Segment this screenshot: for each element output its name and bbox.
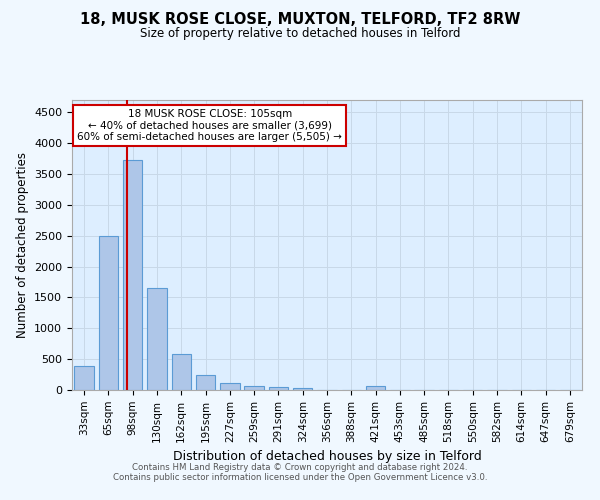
Bar bbox=[147, 288, 167, 390]
Bar bbox=[196, 375, 215, 390]
Bar bbox=[123, 160, 142, 390]
Text: Size of property relative to detached houses in Telford: Size of property relative to detached ho… bbox=[140, 28, 460, 40]
Bar bbox=[366, 386, 385, 390]
Bar bbox=[220, 383, 239, 390]
Text: 18, MUSK ROSE CLOSE, MUXTON, TELFORD, TF2 8RW: 18, MUSK ROSE CLOSE, MUXTON, TELFORD, TF… bbox=[80, 12, 520, 28]
X-axis label: Distribution of detached houses by size in Telford: Distribution of detached houses by size … bbox=[173, 450, 481, 463]
Text: Contains HM Land Registry data © Crown copyright and database right 2024.
Contai: Contains HM Land Registry data © Crown c… bbox=[113, 463, 487, 482]
Y-axis label: Number of detached properties: Number of detached properties bbox=[16, 152, 29, 338]
Bar bbox=[99, 236, 118, 390]
Bar bbox=[172, 354, 191, 390]
Text: 18 MUSK ROSE CLOSE: 105sqm
← 40% of detached houses are smaller (3,699)
60% of s: 18 MUSK ROSE CLOSE: 105sqm ← 40% of deta… bbox=[77, 108, 342, 142]
Bar bbox=[244, 386, 264, 390]
Bar bbox=[293, 388, 313, 390]
Bar bbox=[74, 366, 94, 390]
Bar bbox=[269, 387, 288, 390]
